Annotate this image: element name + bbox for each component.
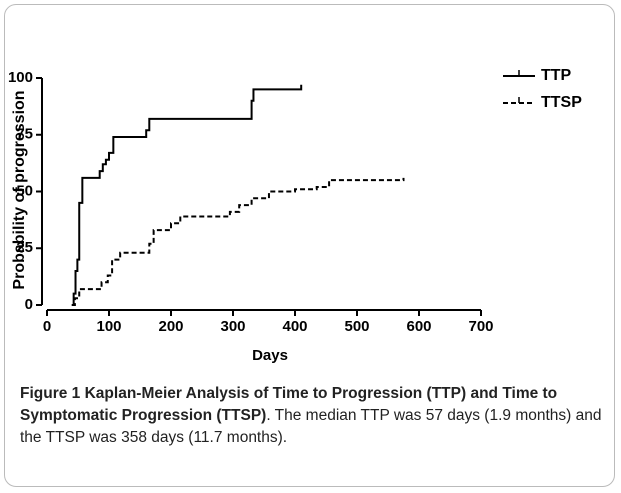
y-tick-label: 25 <box>16 239 33 256</box>
x-tick-label: 500 <box>344 318 369 335</box>
legend-label: TTSP <box>541 94 582 111</box>
y-tick-label: 75 <box>16 126 33 143</box>
y-tick-label: 100 <box>8 69 33 86</box>
caption-label: Figure 1 <box>20 385 81 402</box>
legend-label: TTP <box>541 67 572 84</box>
caption-text: . The median TTP was 57 days (1.9 months… <box>20 407 602 446</box>
x-axis-label: Days <box>252 347 288 364</box>
y-tick-label: 0 <box>25 296 33 313</box>
series-line <box>71 84 303 306</box>
x-tick-label: 400 <box>282 318 307 335</box>
x-tick-label: 300 <box>220 318 245 335</box>
x-tick-label: 600 <box>406 318 431 335</box>
y-axis-label: Probability of progression <box>11 90 28 289</box>
y-tick-label: 50 <box>16 182 33 199</box>
x-tick-label: 700 <box>468 318 493 335</box>
caption: Figure 1 Kaplan-Meier Analysis of Time t… <box>20 383 605 449</box>
caption-title: Kaplan-Meier Analysis of Time to Progres… <box>20 385 558 424</box>
chart: Days Probability of progression 0 25 50 75 1… <box>8 67 582 364</box>
figure-panel <box>4 4 615 487</box>
series-line <box>71 177 405 306</box>
x-tick-label: 100 <box>96 318 121 335</box>
x-tick-label: 200 <box>158 318 183 335</box>
x-tick-label: 0 <box>43 318 51 335</box>
